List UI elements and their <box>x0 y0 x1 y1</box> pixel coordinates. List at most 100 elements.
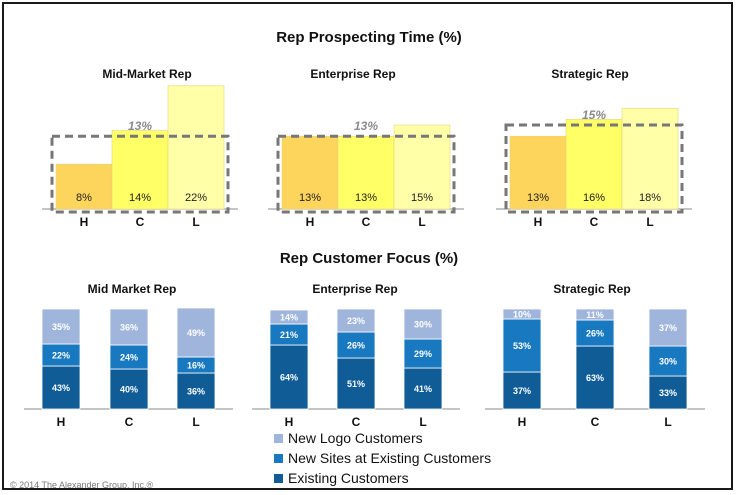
category-label: L <box>419 415 426 429</box>
segment-value-label: 30% <box>414 320 432 330</box>
bar-value-label: 16% <box>583 192 605 204</box>
segment-value-label: 24% <box>120 353 138 363</box>
slide-frame: Rep Prospecting Time (%) Rep Customer Foc… <box>2 2 733 490</box>
segment-value-label: 26% <box>586 329 604 339</box>
stack-segment <box>575 308 615 321</box>
prospecting-title: Rep Prospecting Time (%) <box>276 29 462 46</box>
bar-L <box>167 85 225 210</box>
stack-segment <box>41 365 81 410</box>
bar-value-label: 8% <box>76 192 92 204</box>
bar-value-label: 13% <box>299 192 321 204</box>
segment-value-label: 43% <box>52 383 70 393</box>
segment-value-label: 37% <box>659 323 677 333</box>
category-label: L <box>418 215 425 229</box>
segment-value-label: 30% <box>659 357 677 367</box>
category-label: C <box>590 215 599 229</box>
segment-value-label: 33% <box>659 388 677 398</box>
stack-segment <box>269 309 309 325</box>
bar-value-label: 13% <box>355 192 377 204</box>
category-label: L <box>664 415 671 429</box>
segment-value-label: 10% <box>513 310 531 320</box>
stack-segment <box>403 338 443 369</box>
bar-L <box>393 124 451 210</box>
stack-segment <box>269 344 309 410</box>
stack-segment <box>41 308 81 345</box>
legend-swatch <box>274 474 283 483</box>
category-label: H <box>57 415 66 429</box>
stack-segment <box>176 372 216 410</box>
stack-segment <box>109 344 149 370</box>
focus-panel-title: Strategic Rep <box>553 282 630 296</box>
stack-segment <box>109 308 149 346</box>
stack-segment <box>176 307 216 358</box>
segment-value-label: 36% <box>120 323 138 333</box>
category-label: H <box>80 215 89 229</box>
average-label: 13% <box>354 119 378 133</box>
category-label: H <box>306 215 315 229</box>
footer-copyright: © 2014 The Alexander Group, Inc.® <box>10 480 154 490</box>
category-label: H <box>518 415 527 429</box>
focus-panel-title: Enterprise Rep <box>312 282 397 296</box>
stack-segment <box>336 308 376 333</box>
category-label: C <box>136 215 145 229</box>
legend-swatch <box>274 434 283 443</box>
segment-value-label: 21% <box>280 330 298 340</box>
legend-label: New Sites at Existing Customers <box>288 450 491 466</box>
prospecting-panel-title: Strategic Rep <box>551 67 628 81</box>
stack-segment <box>575 345 615 410</box>
stack-segment <box>648 345 688 377</box>
chart-canvas: Rep Prospecting Time (%) Rep Customer Foc… <box>10 29 705 490</box>
bar-value-label: 15% <box>411 192 433 204</box>
focus-panel-title: Mid Market Rep <box>88 282 177 296</box>
segment-value-label: 36% <box>187 387 205 397</box>
segment-value-label: 16% <box>187 361 205 371</box>
bar-H <box>509 135 567 210</box>
bar-value-label: 14% <box>129 192 151 204</box>
prospecting-panel-title: Enterprise Rep <box>310 67 395 81</box>
stack-segment <box>403 308 443 340</box>
category-label: L <box>646 215 653 229</box>
segment-value-label: 51% <box>347 379 365 389</box>
bar-value-label: 22% <box>185 192 207 204</box>
average-label: 13% <box>128 119 152 133</box>
category-label: C <box>125 415 134 429</box>
segment-value-label: 41% <box>414 384 432 394</box>
segment-value-label: 37% <box>513 386 531 396</box>
stack-segment <box>502 308 542 320</box>
segment-value-label: 49% <box>187 328 205 338</box>
segment-value-label: 14% <box>280 313 298 323</box>
average-label: 15% <box>582 108 606 122</box>
stack-segment <box>403 367 443 410</box>
stack-segment <box>648 308 688 347</box>
segment-value-label: 11% <box>586 310 604 320</box>
average-dashed-box <box>504 123 684 214</box>
legend-swatch <box>274 454 283 463</box>
category-label: H <box>534 215 543 229</box>
segment-value-label: 29% <box>414 349 432 359</box>
stack-segment <box>336 357 376 410</box>
bar-C <box>565 119 623 210</box>
bar-C <box>111 130 169 210</box>
bar-C <box>337 135 395 210</box>
bar-H <box>281 135 339 210</box>
stack-segment <box>502 371 542 410</box>
bar-value-label: 13% <box>527 192 549 204</box>
prospecting-panel-title: Mid-Market Rep <box>102 67 191 81</box>
category-label: C <box>362 215 371 229</box>
segment-value-label: 40% <box>120 385 138 395</box>
stack-segment <box>336 331 376 359</box>
legend-label: Existing Customers <box>288 470 409 486</box>
segment-value-label: 35% <box>52 322 70 332</box>
segment-value-label: 64% <box>280 373 298 383</box>
bar-H <box>55 163 113 210</box>
segment-value-label: 26% <box>347 341 365 351</box>
category-label: L <box>192 215 199 229</box>
average-dashed-box <box>276 134 456 214</box>
category-label: H <box>285 415 294 429</box>
legend-label: New Logo Customers <box>288 430 423 446</box>
category-label: C <box>591 415 600 429</box>
stack-segment <box>502 318 542 373</box>
category-label: C <box>352 415 361 429</box>
segment-value-label: 22% <box>52 351 70 361</box>
bar-value-label: 18% <box>639 192 661 204</box>
